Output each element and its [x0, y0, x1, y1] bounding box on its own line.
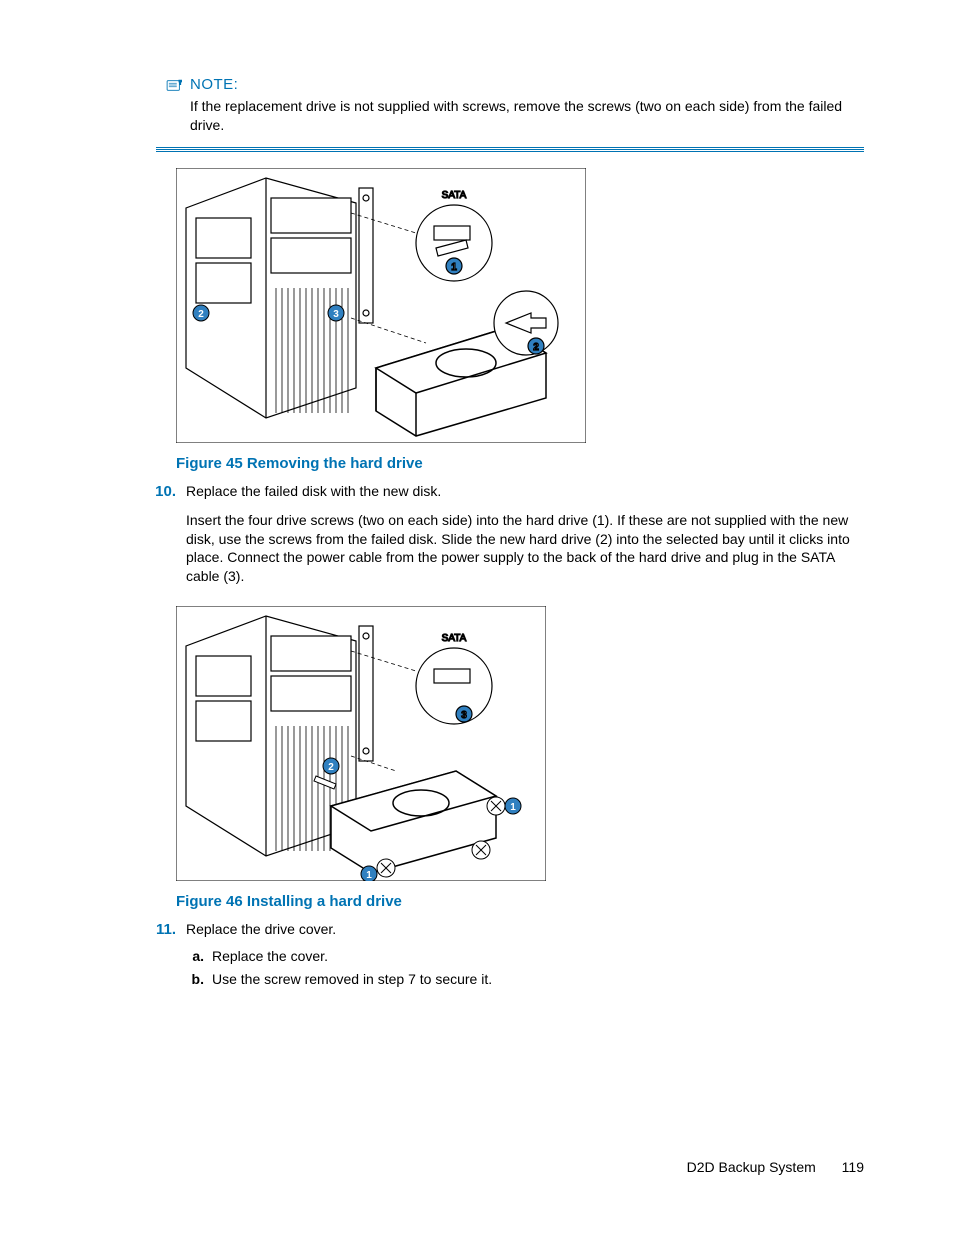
- figure-46-container: SATA 3 2 1 1: [176, 606, 864, 881]
- figure-45-caption: Figure 45 Removing the hard drive: [176, 455, 864, 472]
- figure-45-container: SATA 1 2 2: [176, 168, 864, 443]
- svg-text:2: 2: [328, 762, 334, 773]
- step-11-number: 11.: [146, 921, 176, 938]
- step-10: 10. Replace the failed disk with the new…: [146, 482, 864, 501]
- step-11-text: Replace the drive cover.: [186, 920, 864, 939]
- svg-text:1: 1: [366, 870, 372, 881]
- page-footer: D2D Backup System 119: [687, 1159, 864, 1175]
- figure-45-diagram: SATA 1 2 2: [176, 168, 586, 443]
- svg-text:3: 3: [461, 710, 467, 721]
- svg-text:2: 2: [198, 309, 204, 320]
- note-title: NOTE:: [190, 76, 864, 93]
- note-block: NOTE: If the replacement drive is not su…: [166, 76, 864, 135]
- step-10-number: 10.: [146, 483, 176, 500]
- step-11: 11. Replace the drive cover.: [146, 920, 864, 939]
- step-11-sub-a: a. Replace the cover.: [184, 947, 864, 966]
- note-divider: [156, 147, 864, 152]
- svg-text:1: 1: [451, 262, 457, 273]
- step-11-sub-b: b. Use the screw removed in step 7 to se…: [184, 970, 864, 989]
- figure-46-diagram: SATA 3 2 1 1: [176, 606, 546, 881]
- svg-text:2: 2: [533, 342, 539, 353]
- svg-text:1: 1: [510, 802, 516, 813]
- footer-doc-title: D2D Backup System: [687, 1159, 816, 1175]
- note-icon: [166, 78, 184, 92]
- sata-label-1: SATA: [442, 190, 467, 201]
- step-11-sub-a-letter: a.: [184, 948, 204, 964]
- step-11-sub-b-letter: b.: [184, 971, 204, 987]
- step-10-text: Replace the failed disk with the new dis…: [186, 482, 864, 501]
- svg-text:3: 3: [333, 309, 339, 320]
- step-11-sub-b-text: Use the screw removed in step 7 to secur…: [212, 970, 492, 989]
- sata-label-2: SATA: [442, 633, 467, 644]
- step-11-sub-a-text: Replace the cover.: [212, 947, 328, 966]
- step-10-paragraph: Insert the four drive screws (two on eac…: [186, 511, 864, 587]
- note-text: If the replacement drive is not supplied…: [190, 97, 864, 135]
- footer-page-number: 119: [842, 1159, 864, 1175]
- figure-46-caption: Figure 46 Installing a hard drive: [176, 893, 864, 910]
